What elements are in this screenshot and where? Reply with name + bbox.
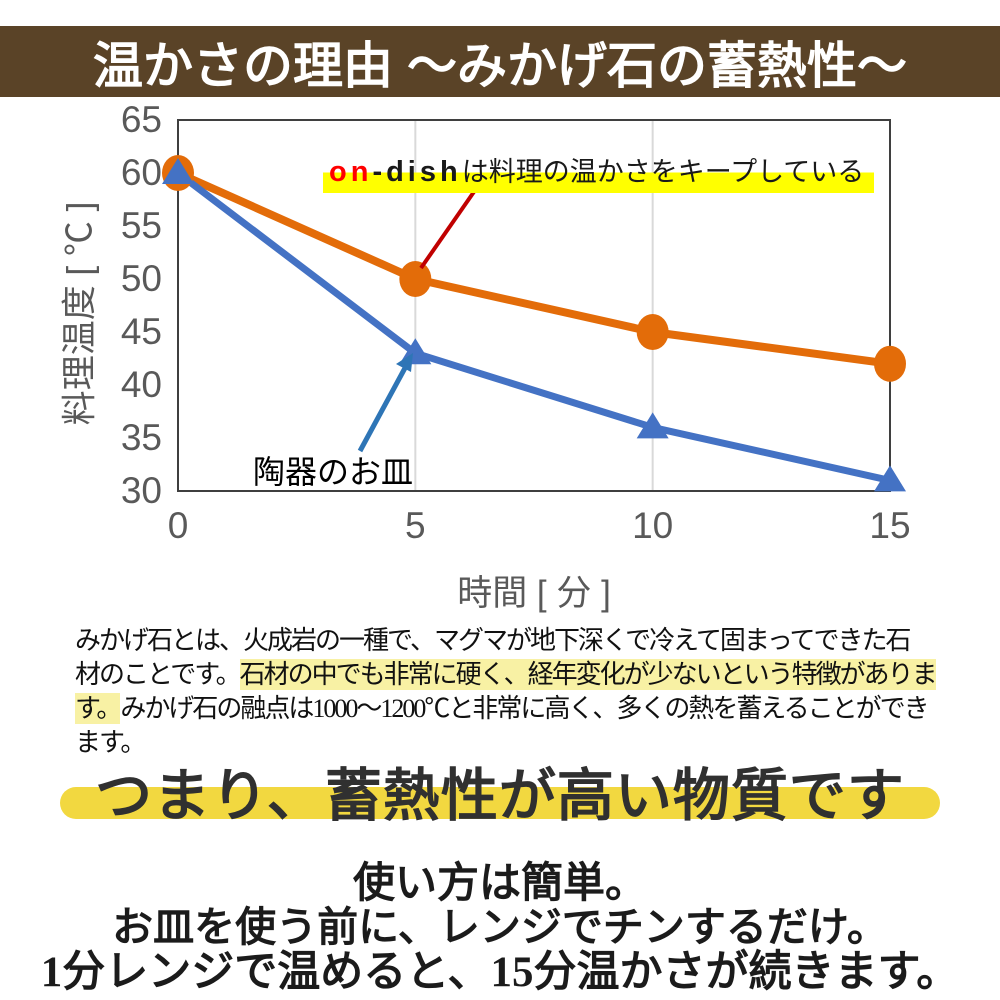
usage-line-duration: 1分レンジで温めると、15分温かさが続きます。 [40, 949, 960, 996]
annotation-on-dish: on-dishは料理の温かさをキープしている [323, 150, 875, 193]
headline-section: つまり、蓄熱性が高い物質です [0, 757, 1000, 843]
x-tick-label: 15 [869, 505, 911, 546]
annotation-brand-on: on [329, 156, 373, 188]
paragraph-line: みかげ石とは、火成岩の一種で、マグマが地下深くで冷えて固まってできた石 [75, 624, 935, 658]
temperature-line-chart: 65 60 55 50 45 40 35 30 0 5 10 15 料理温度 [ ℃ ] 時間 [ 分… [60, 99, 911, 614]
x-tick-label: 0 [167, 505, 189, 546]
paragraph-text: ます。 [75, 728, 146, 757]
paragraph-highlighted-text: す。 [75, 693, 122, 724]
x-axis-title: 時間 [ 分 ] [457, 574, 611, 613]
paragraph-text: みかげ石とは、火成岩の一種で、マグマが地下深くで冷えて固まってできた石 [75, 626, 912, 655]
page-title: 温かさの理由 ～みかげ石の蓄熱性～ [93, 37, 907, 94]
header-banner: 温かさの理由 ～みかげ石の蓄熱性～ [0, 26, 1000, 97]
paragraph-line: 材のことです。石材の中でも非常に硬く、経年変化が少ないという特徴がありま [75, 658, 938, 692]
headline-text: つまり、蓄熱性が高い物質です [95, 765, 905, 828]
y-axis-title: 料理温度 [ ℃ ] [60, 201, 100, 426]
y-tick-label: 40 [120, 364, 162, 405]
annotation-brand-dish: -dish [372, 156, 462, 188]
marker-circle-on-dish [636, 314, 669, 350]
paragraph-line: す。みかげ石の融点は1000～1200℃と非常に高く、多くの熱を蓄えることができ [75, 692, 935, 726]
marker-triangle-ceramic [162, 158, 194, 184]
marker-circle-on-dish [399, 261, 432, 297]
y-tick-label: 55 [120, 205, 162, 246]
paragraph-line: ます。 [75, 726, 935, 760]
marker-triangle-ceramic [636, 412, 669, 439]
marker-circle-on-dish [874, 345, 906, 382]
description-paragraph: みかげ石とは、火成岩の一種で、マグマが地下深くで冷えて固まってできた石 材のこと… [75, 624, 938, 760]
plot-border [177, 119, 891, 492]
series-label-ceramic-plate: 陶器のお皿 [253, 454, 414, 490]
marker-triangle-ceramic [874, 465, 906, 492]
y-tick-label: 35 [120, 417, 162, 458]
annotation-arrow-blue [357, 366, 408, 453]
x-tick-label: 5 [405, 505, 426, 546]
paragraph-highlighted-text: 石材の中でも非常に硬く、経年変化が少ないという特徴がありま [239, 659, 938, 690]
paragraph-text: 材のことです。 [75, 660, 242, 689]
y-tick-label: 45 [120, 311, 162, 352]
headline-highlight-band [60, 787, 940, 819]
annotation-arrow-blue-head [396, 353, 413, 372]
y-tick-label: 50 [120, 258, 162, 299]
usage-line-simple: 使い方は簡単。 [352, 861, 647, 907]
annotation-text: は料理の温かさをキープしている [461, 157, 865, 187]
annotation-arrow-red [419, 184, 480, 270]
annotation-brand: on-dish [329, 156, 462, 188]
usage-line-microwave: お皿を使う前に、レンジでチンするだけ。 [112, 904, 888, 950]
y-tick-label: 65 [120, 99, 162, 140]
x-tick-label: 10 [632, 505, 674, 546]
y-tick-label: 30 [120, 470, 162, 511]
chart-plot [162, 119, 906, 492]
y-tick-label: 60 [120, 152, 162, 193]
series-line-on-dish [176, 169, 891, 368]
paragraph-text: みかげ石の融点は1000～1200℃と非常に高く、多くの熱を蓄えることができ [120, 694, 929, 723]
series-line-ceramic [175, 170, 891, 484]
